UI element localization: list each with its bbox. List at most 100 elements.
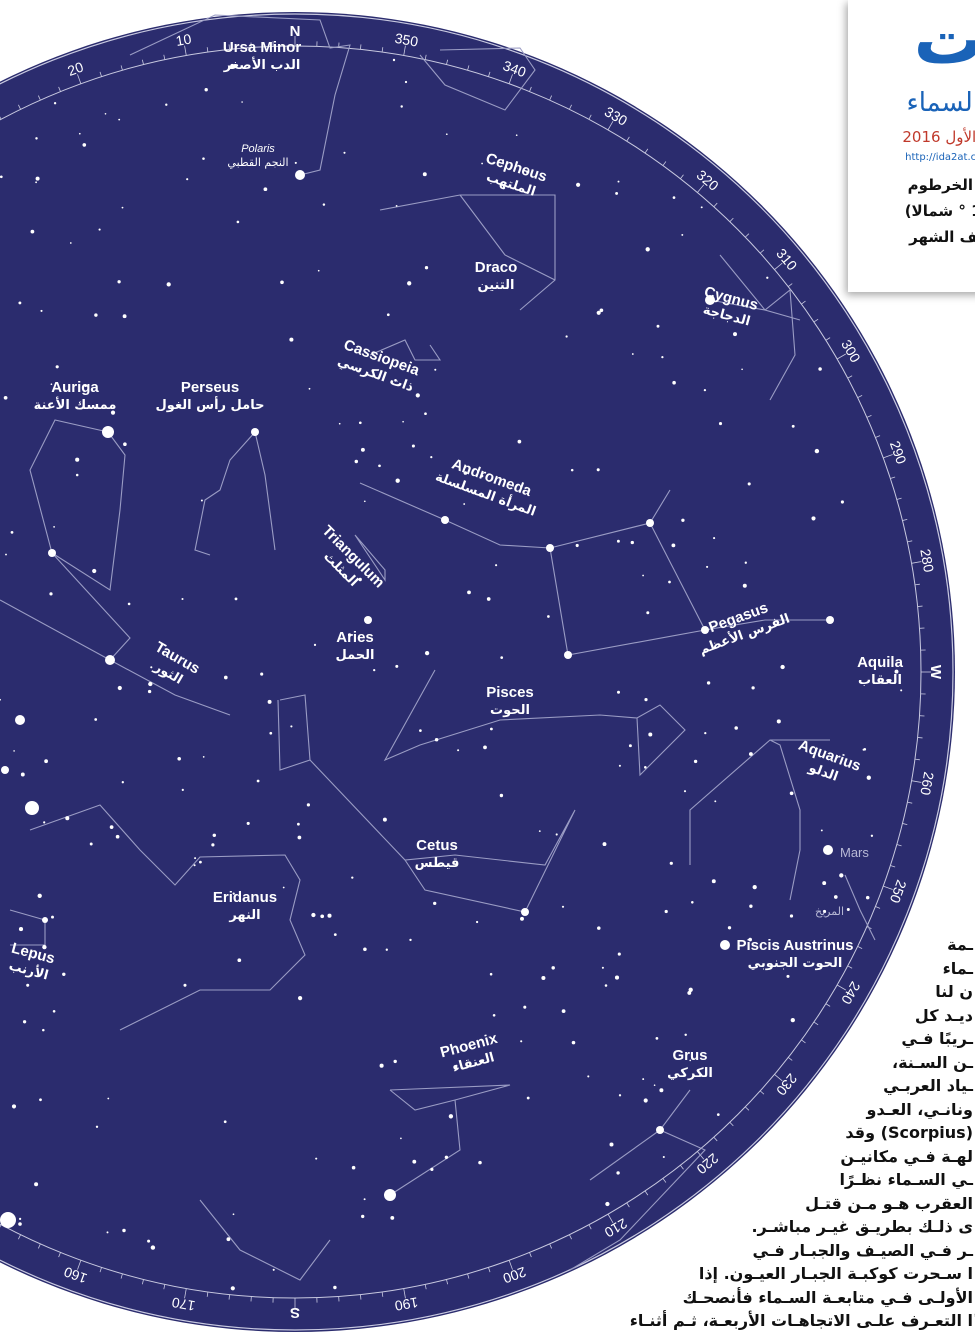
star bbox=[656, 1126, 664, 1134]
star bbox=[587, 1075, 589, 1077]
star bbox=[743, 584, 747, 588]
star bbox=[128, 603, 131, 606]
star bbox=[49, 592, 52, 595]
planet-name: Mars bbox=[840, 845, 869, 860]
star bbox=[384, 1189, 396, 1201]
star bbox=[603, 842, 607, 846]
star bbox=[283, 887, 285, 889]
star bbox=[691, 901, 694, 904]
star bbox=[94, 718, 97, 721]
star bbox=[687, 991, 691, 995]
constellation-arabic: النهر bbox=[228, 908, 260, 923]
star bbox=[467, 591, 471, 595]
star bbox=[311, 913, 315, 917]
star bbox=[237, 221, 240, 224]
star bbox=[707, 681, 710, 684]
star bbox=[644, 1098, 648, 1102]
star bbox=[110, 825, 114, 829]
star bbox=[107, 1231, 109, 1233]
star bbox=[5, 554, 7, 556]
star bbox=[425, 266, 428, 269]
star bbox=[539, 830, 541, 832]
constellation-name: Eridanus bbox=[213, 889, 277, 906]
star bbox=[390, 1216, 394, 1220]
star bbox=[646, 519, 654, 527]
star bbox=[167, 282, 171, 286]
star bbox=[516, 134, 518, 136]
star bbox=[213, 834, 216, 837]
star bbox=[463, 503, 465, 505]
star bbox=[646, 247, 650, 251]
star bbox=[247, 822, 250, 825]
star bbox=[644, 698, 647, 701]
compass-west: W bbox=[927, 665, 944, 680]
star bbox=[13, 750, 15, 752]
star bbox=[616, 1171, 619, 1174]
star bbox=[790, 791, 794, 795]
star bbox=[43, 821, 45, 823]
star bbox=[681, 234, 683, 236]
article-line: ـماء bbox=[943, 958, 973, 980]
star bbox=[148, 682, 152, 686]
star bbox=[717, 1113, 720, 1116]
star bbox=[668, 581, 671, 584]
degree-tick bbox=[918, 737, 923, 738]
star bbox=[714, 800, 716, 802]
article-line: ا سـحرت كوكبـة الجبـار العيـون. إذا bbox=[699, 1263, 973, 1285]
star bbox=[0, 1212, 16, 1228]
star bbox=[94, 313, 97, 316]
star bbox=[615, 976, 619, 980]
constellation-arabic: العقاب bbox=[858, 673, 902, 688]
star bbox=[823, 845, 833, 855]
star bbox=[107, 1098, 109, 1100]
star bbox=[520, 1040, 522, 1042]
star bbox=[564, 651, 572, 659]
star bbox=[186, 178, 188, 180]
star bbox=[863, 749, 865, 751]
star bbox=[320, 914, 324, 918]
star bbox=[4, 396, 8, 400]
star bbox=[684, 1034, 686, 1036]
logo-date: ن الأول 2016 bbox=[902, 128, 975, 146]
star bbox=[339, 423, 341, 425]
star bbox=[54, 102, 56, 104]
logo-line: 15 ° شمالا) bbox=[905, 202, 975, 220]
constellation-arabic: الكركي bbox=[667, 1066, 713, 1081]
star bbox=[361, 1215, 364, 1218]
star bbox=[183, 984, 186, 987]
star bbox=[307, 803, 310, 806]
star bbox=[118, 119, 120, 121]
star bbox=[751, 686, 754, 689]
star bbox=[720, 940, 730, 950]
article-line: ى ذلـك بطريـق غيـر مباشـر. bbox=[751, 1216, 973, 1238]
star bbox=[672, 381, 676, 385]
star bbox=[551, 966, 554, 969]
star bbox=[34, 1182, 38, 1186]
star bbox=[75, 458, 79, 462]
star bbox=[105, 113, 107, 115]
star bbox=[642, 1078, 644, 1080]
star bbox=[364, 616, 372, 624]
sky-disc bbox=[0, 12, 955, 1332]
star bbox=[871, 835, 873, 837]
star bbox=[364, 500, 366, 502]
star bbox=[295, 162, 297, 164]
star bbox=[631, 541, 634, 544]
star bbox=[323, 203, 325, 205]
star bbox=[615, 192, 618, 195]
star bbox=[298, 996, 302, 1000]
star bbox=[18, 1222, 22, 1226]
star bbox=[576, 183, 580, 187]
star bbox=[351, 876, 353, 878]
star bbox=[571, 469, 574, 472]
star bbox=[407, 281, 411, 285]
constellation-arabic: الحوت bbox=[490, 703, 530, 718]
star bbox=[314, 644, 316, 646]
compass-south: S bbox=[290, 1304, 300, 1321]
star bbox=[684, 790, 686, 792]
star bbox=[386, 949, 388, 951]
star bbox=[327, 914, 331, 918]
star bbox=[719, 422, 722, 425]
star bbox=[605, 1202, 609, 1206]
star bbox=[618, 953, 621, 956]
